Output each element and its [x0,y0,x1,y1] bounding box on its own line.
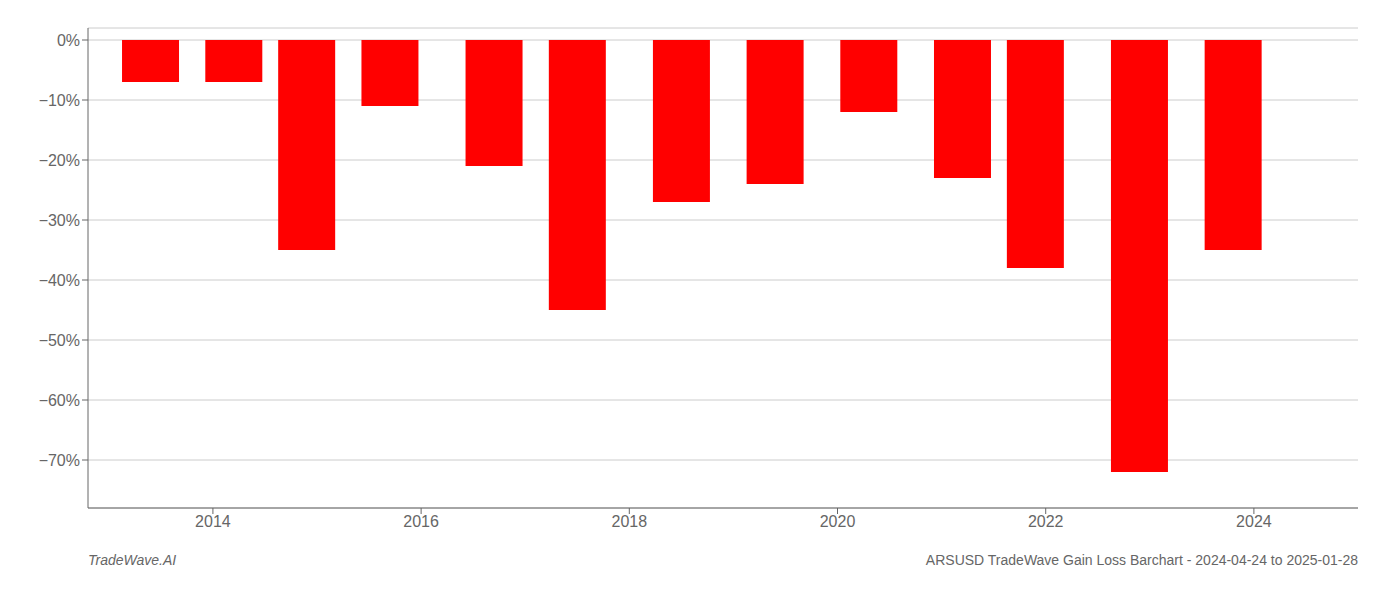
svg-text:−60%: −60% [39,392,80,409]
svg-text:2016: 2016 [403,513,439,530]
svg-text:−70%: −70% [39,452,80,469]
svg-text:2018: 2018 [612,513,648,530]
svg-text:2020: 2020 [820,513,856,530]
svg-text:−40%: −40% [39,272,80,289]
svg-text:−20%: −20% [39,152,80,169]
svg-text:−50%: −50% [39,332,80,349]
svg-text:0%: 0% [57,32,80,49]
svg-text:2022: 2022 [1028,513,1064,530]
svg-text:2014: 2014 [195,513,231,530]
svg-text:−10%: −10% [39,92,80,109]
html-text:TradeWave.AI: TradeWave.AI [88,552,177,568]
svg-text:−30%: −30% [39,212,80,229]
html-text:ARSUSD TradeWave Gain Loss Bar: ARSUSD TradeWave Gain Loss Barchart - 20… [925,552,1358,568]
svg-text:2024: 2024 [1236,513,1272,530]
